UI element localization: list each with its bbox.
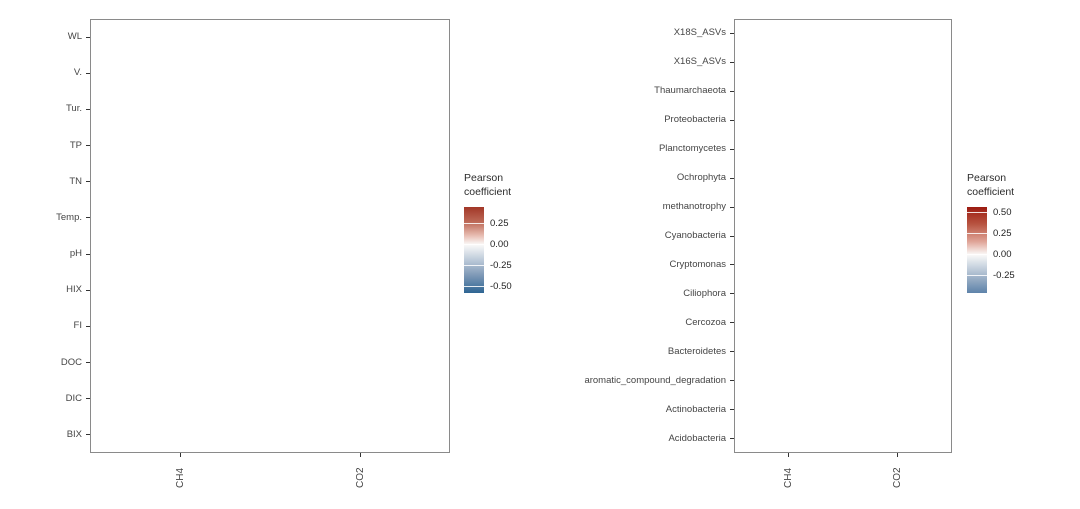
y-axis-label: Bacteroidetes	[667, 345, 726, 357]
legend-title-panel-b: Pearson coefficient	[967, 172, 1014, 199]
legend-tick-mark	[967, 232, 987, 234]
y-axis-label: X18S_ASVs	[673, 27, 726, 39]
y-axis-tick	[86, 217, 90, 219]
x-axis-label: CO2	[892, 467, 903, 488]
y-axis-tick	[86, 434, 90, 436]
y-axis-label: methanotrophy	[662, 201, 726, 213]
x-axis-tick	[897, 453, 898, 457]
y-axis-tick	[730, 177, 734, 179]
y-axis-label: V.	[73, 67, 82, 79]
y-axis-tick	[730, 264, 734, 266]
legend-tick-label: -0.25	[993, 270, 1015, 282]
y-axis-tick	[86, 325, 90, 327]
y-axis-tick	[86, 72, 90, 74]
y-axis-label: WL	[67, 31, 82, 43]
y-axis-tick	[86, 362, 90, 364]
y-axis-tick	[730, 32, 734, 34]
legend-colorbar	[967, 207, 987, 293]
y-axis-tick	[730, 409, 734, 411]
y-axis-tick	[730, 438, 734, 440]
legend-title-line: coefficient	[464, 185, 512, 198]
legend-tick-mark	[464, 285, 484, 287]
y-axis-label: DIC	[65, 392, 82, 404]
plot-area-panel-b	[734, 19, 952, 453]
y-axis-label: Ciliophora	[683, 287, 726, 299]
x-axis-label: CH4	[174, 467, 186, 488]
x-axis-tick	[359, 453, 361, 457]
x-axis-tick	[179, 453, 181, 457]
y-axis-tick	[730, 206, 734, 208]
legend-title-panel-a: Pearson coefficient	[464, 172, 511, 199]
legend-tick-mark	[464, 244, 484, 246]
y-axis-label: aromatic_compound_degradation	[584, 374, 726, 386]
y-axis-label: TP	[69, 139, 82, 151]
y-axis-label: BIX	[66, 428, 82, 440]
y-axis-label: Cryptomonas	[669, 258, 727, 270]
y-axis-label: DOC	[60, 356, 82, 368]
y-axis-tick	[86, 253, 90, 255]
y-axis-tick	[86, 181, 90, 183]
y-axis-label: HIX	[66, 284, 82, 296]
y-axis-label: Temp.	[56, 211, 82, 223]
legend-tick-label: 0.00	[993, 249, 1012, 261]
y-axis-label: FI	[73, 320, 82, 332]
legend-title-line: Pearson	[464, 172, 504, 184]
legend-tick-mark	[967, 275, 987, 277]
x-axis-tick	[788, 453, 789, 457]
legend-tick-label: 0.25	[993, 227, 1012, 239]
y-axis-tick	[86, 108, 90, 110]
y-axis-tick	[86, 398, 90, 400]
y-axis-label: Tur.	[65, 103, 82, 115]
legend-tick-label: 0.00	[490, 239, 509, 251]
legend-tick-label: -0.50	[490, 280, 512, 292]
y-axis-tick	[730, 351, 734, 353]
y-axis-label: TN	[69, 175, 82, 187]
y-axis-tick	[730, 61, 734, 63]
y-axis-label: Cyanobacteria	[664, 230, 726, 241]
y-axis-label: X16S_ASVs	[673, 56, 726, 68]
y-axis-label: Cercozoa	[685, 316, 726, 328]
legend-tick-mark	[464, 223, 484, 225]
y-axis-tick	[730, 148, 734, 150]
y-axis-label: pH	[69, 248, 82, 260]
legend-title-line: Pearson	[967, 172, 1007, 184]
y-axis-tick	[730, 90, 734, 92]
legend-tick-mark	[464, 264, 484, 266]
legend-title-line: coefficient	[967, 185, 1015, 198]
y-axis-tick	[730, 293, 734, 295]
plot-area-panel-a	[90, 19, 450, 453]
y-axis-label: Thaumarchaeota	[654, 85, 726, 97]
legend-tick-label: -0.25	[490, 259, 512, 271]
y-axis-tick	[86, 36, 90, 38]
y-axis-label: Actinobacteria	[665, 403, 726, 415]
y-axis-tick	[86, 145, 90, 147]
y-axis-label: Planctomycetes	[658, 143, 726, 155]
legend-tick-label: 0.50	[993, 206, 1012, 218]
legend-tick-label: 0.25	[490, 218, 509, 230]
y-axis-tick	[730, 235, 734, 237]
legend-colorbar	[464, 207, 484, 293]
y-axis-tick	[730, 119, 734, 121]
y-axis-label: Acidobacteria	[668, 432, 726, 444]
y-axis-label: Ochrophyta	[676, 172, 726, 184]
y-axis-tick	[730, 322, 734, 324]
x-axis-label: CH4	[783, 467, 794, 488]
y-axis-tick	[730, 380, 734, 382]
y-axis-tick	[86, 289, 90, 291]
y-axis-label: Proteobacteria	[664, 114, 726, 126]
x-axis-label: CO2	[354, 467, 366, 488]
legend-tick-mark	[967, 211, 987, 213]
legend-tick-mark	[967, 254, 987, 256]
